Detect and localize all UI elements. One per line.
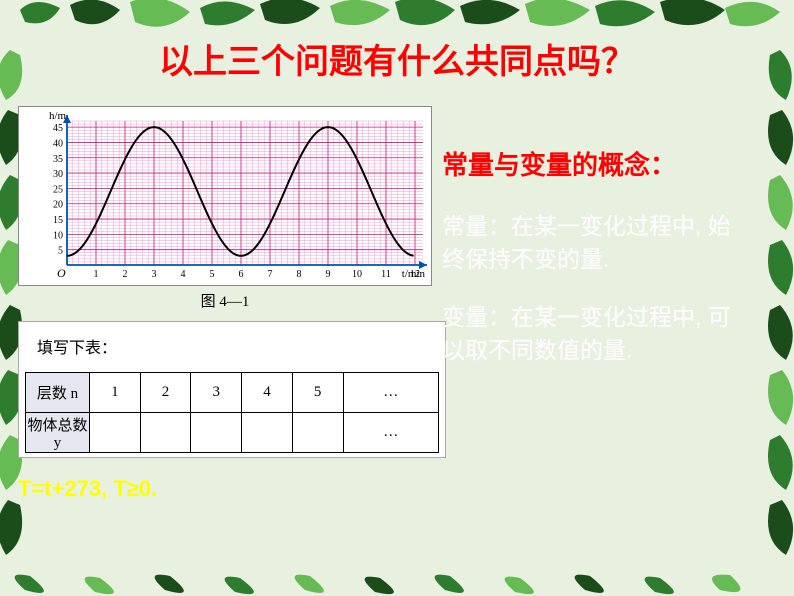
table-cell (292, 413, 343, 453)
svg-text:6: 6 (239, 269, 244, 280)
svg-text:45: 45 (53, 123, 63, 134)
table-cell: … (343, 373, 438, 413)
svg-text:35: 35 (53, 154, 63, 165)
row2-head: 物体总数 y (26, 413, 90, 453)
svg-text:40: 40 (53, 138, 63, 149)
svg-text:20: 20 (53, 200, 63, 211)
table-cell: 5 (292, 373, 343, 413)
definition-variable: 变量：在某一变化过程中, 可以取不同数值的量. (442, 301, 752, 368)
content-area: 以上三个问题有什么共同点吗？ 5101520253035404512345678… (0, 0, 794, 596)
svg-text:h/m: h/m (49, 110, 67, 122)
svg-text:1: 1 (94, 269, 99, 280)
svg-text:10: 10 (352, 269, 362, 280)
data-table: 层数 n 1 2 3 4 5 … 物体总数 y … (25, 372, 439, 453)
svg-text:30: 30 (53, 169, 63, 180)
subheading: 常量与变量的概念： (442, 145, 752, 182)
svg-text:9: 9 (326, 269, 331, 280)
table-container: 填写下表： 层数 n 1 2 3 4 5 … 物体总数 y (18, 321, 446, 458)
page-title: 以上三个问题有什么共同点吗？ (40, 34, 754, 83)
definition-constant: 常量：在某一变化过程中, 始终保持不变的量. (442, 210, 752, 277)
svg-text:5: 5 (210, 269, 215, 280)
formula-text: T=t+273, T≥0. (18, 476, 432, 502)
table-cell: 3 (191, 373, 242, 413)
table-cell: … (343, 413, 438, 453)
svg-text:11: 11 (381, 269, 391, 280)
table-cell (90, 413, 141, 453)
row1-head: 层数 n (26, 373, 90, 413)
svg-text:25: 25 (53, 184, 63, 195)
svg-text:5: 5 (58, 246, 63, 257)
right-column: 常量与变量的概念： 常量：在某一变化过程中, 始终保持不变的量. 变量：在某一变… (442, 145, 752, 391)
chart-caption: 图 4—1 (18, 290, 432, 311)
table-cell (242, 413, 293, 453)
table-cell (191, 413, 242, 453)
table-row: 物体总数 y … (26, 413, 439, 453)
svg-text:15: 15 (53, 215, 63, 226)
svg-text:O: O (57, 266, 66, 280)
svg-text:3: 3 (152, 269, 157, 280)
table-cell: 1 (90, 373, 141, 413)
wave-chart: 51015202530354045123456789101112h/mt/min… (18, 106, 432, 286)
table-cell (140, 413, 191, 453)
left-column: 51015202530354045123456789101112h/mt/min… (18, 106, 432, 502)
svg-text:2: 2 (123, 269, 128, 280)
svg-text:8: 8 (297, 269, 302, 280)
table-prompt: 填写下表： (37, 334, 439, 358)
svg-text:10: 10 (53, 230, 63, 241)
table-cell: 2 (140, 373, 191, 413)
table-row: 层数 n 1 2 3 4 5 … (26, 373, 439, 413)
svg-text:4: 4 (181, 269, 186, 280)
svg-text:7: 7 (268, 269, 273, 280)
svg-text:t/min: t/min (402, 268, 426, 280)
table-cell: 4 (242, 373, 293, 413)
